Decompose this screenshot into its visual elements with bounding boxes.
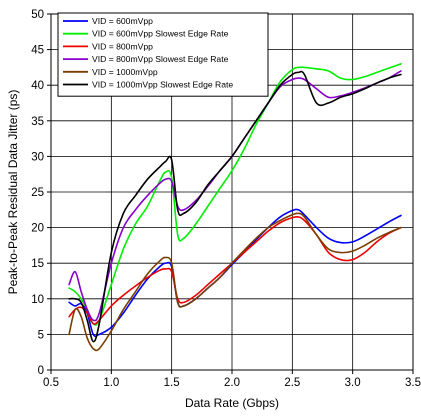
y-axis-title: Peak-to-Peak Residual Data Jitter (ps)	[6, 90, 20, 295]
x-tick-label: 1.0	[103, 377, 119, 389]
y-tick-label: 5	[38, 329, 44, 341]
x-tick-label: 0.5	[43, 377, 59, 389]
y-tick-label: 25	[31, 187, 44, 199]
y-tick-label: 20	[31, 223, 44, 235]
y-tick-label: 0	[38, 365, 44, 377]
x-tick-label: 2.5	[284, 377, 300, 389]
x-tick-label: 3.0	[345, 377, 361, 389]
y-tick-label: 45	[31, 45, 44, 57]
legend-box	[57, 12, 269, 97]
legend-label: VID = 1000mVpp	[92, 67, 158, 77]
series-line-2	[68, 63, 402, 326]
x-axis-title: Data Rate (Gbps)	[185, 396, 279, 410]
y-tick-label: 40	[31, 80, 44, 92]
y-tick-label: 50	[31, 9, 44, 21]
legend-label: VID = 800mVpp Slowest Edge Rate	[92, 54, 229, 64]
series-line-6	[68, 70, 402, 343]
legend: VID = 600mVpp VID = 600mVpp Slowest Edge …	[57, 12, 269, 97]
x-tick-label: 2.0	[224, 377, 240, 389]
legend-label: VID = 800mVpp	[92, 41, 153, 51]
y-tick-label: 15	[31, 258, 44, 270]
y-tick-label: 10	[31, 294, 44, 306]
series-line-3	[68, 215, 402, 325]
x-tick-label: 1.5	[164, 377, 180, 389]
y-tick-label: 35	[31, 116, 44, 128]
x-tick-label: 3.5	[405, 377, 421, 389]
axis-ticks: 0 5 10 15 20 25 30 35 40 45 50 0.5 1.0 1.5 2.0 2.5 3.0 3.…	[31, 9, 421, 389]
y-tick-label: 30	[31, 151, 44, 163]
series-line-5	[68, 212, 402, 352]
series-lines	[68, 63, 402, 352]
legend-label: VID = 1000mVpp Slowest Edge Rate	[92, 80, 233, 90]
legend-label: VID = 600mVpp Slowest Edge Rate	[92, 29, 229, 39]
legend-label: VID = 600mVpp	[92, 16, 153, 26]
